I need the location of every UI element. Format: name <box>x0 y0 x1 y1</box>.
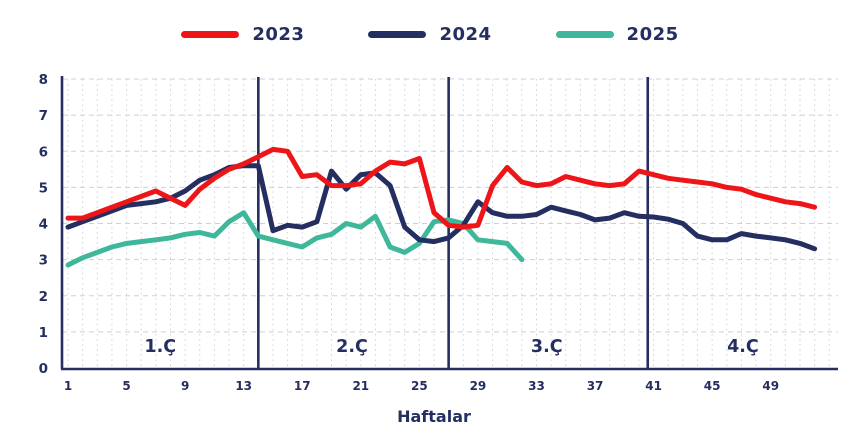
chart-legend: 2023 2024 2025 <box>0 24 860 45</box>
x-tick-label: 21 <box>352 379 369 393</box>
y-tick-label: 5 <box>39 180 48 196</box>
legend-swatch-2023 <box>181 31 240 38</box>
y-tick-label: 2 <box>39 289 48 305</box>
x-tick-label: 49 <box>762 379 779 393</box>
axes <box>60 76 838 371</box>
legend-swatch-2024 <box>368 31 427 38</box>
y-tick-label: 4 <box>39 217 48 233</box>
quarter-label: 3.Ç <box>531 337 563 357</box>
x-tick-label: 17 <box>294 379 311 393</box>
legend-label-2024: 2024 <box>439 24 492 45</box>
x-tick-label: 41 <box>645 379 662 393</box>
series-2025-line <box>65 210 525 268</box>
y-tick-label: 3 <box>39 253 48 269</box>
x-tick-label: 29 <box>470 379 487 393</box>
legend-item-2025: 2025 <box>555 24 679 45</box>
x-tick-label: 45 <box>704 379 721 393</box>
legend-label-2025: 2025 <box>626 24 679 45</box>
series-lines <box>65 146 818 268</box>
quarter-label: 4.Ç <box>727 337 759 357</box>
x-tick-label: 33 <box>528 379 545 393</box>
x-tick-label: 5 <box>122 379 130 393</box>
x-axis-title: Haftalar <box>397 407 471 426</box>
x-tick-label: 9 <box>181 379 189 393</box>
x-tick-label: 13 <box>235 379 252 393</box>
grid-layer <box>62 78 838 368</box>
y-tick-label: 6 <box>39 144 48 160</box>
x-tick-label: 1 <box>64 379 72 393</box>
y-tick-label: 0 <box>39 361 48 377</box>
quarter-label: 1.Ç <box>144 337 176 357</box>
legend-item-2023: 2023 <box>181 24 304 45</box>
legend-swatch-2025 <box>555 31 614 38</box>
series-2023-line <box>65 146 818 230</box>
quarter-label: 2.Ç <box>336 337 368 357</box>
y-tick-label: 8 <box>39 72 48 88</box>
x-tick-label: 25 <box>411 379 428 393</box>
x-tick-label: 37 <box>587 379 604 393</box>
legend-label-2023: 2023 <box>252 24 305 45</box>
y-tick-label: 1 <box>39 325 48 341</box>
series-2024-line <box>65 163 818 252</box>
y-tick-label: 7 <box>39 108 48 124</box>
legend-item-2024: 2024 <box>368 24 491 45</box>
